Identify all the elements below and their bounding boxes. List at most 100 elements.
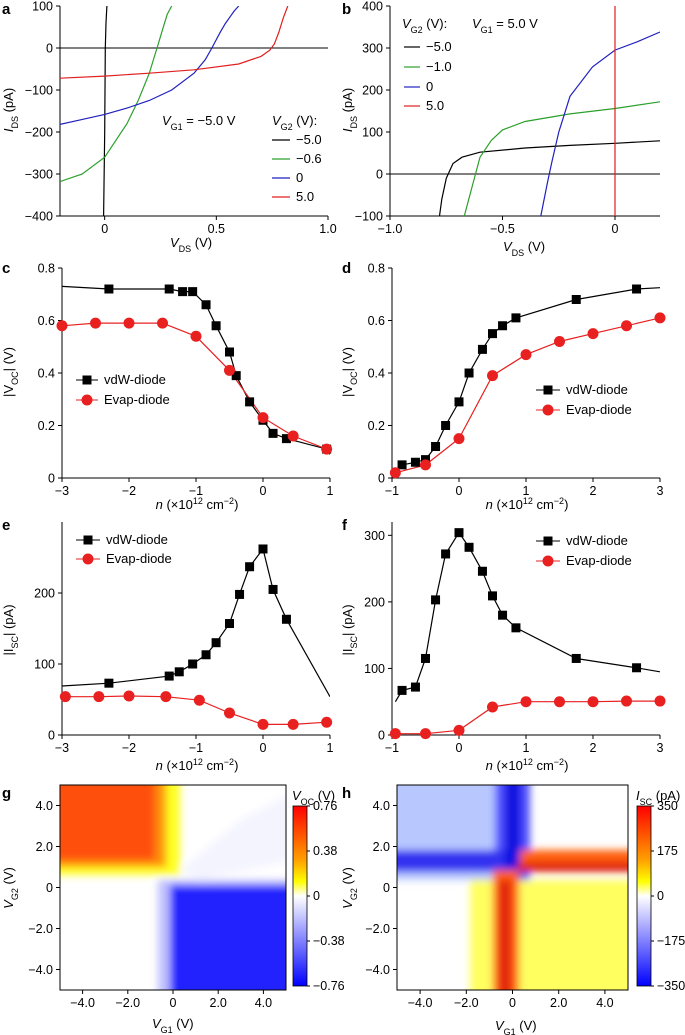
data-point-d-0-9 <box>498 321 508 331</box>
x-tick-label-f-3: 2 <box>590 741 597 755</box>
legend-e-label-1: Evap-diode <box>106 551 172 566</box>
y-tick-label-e-1: 100 <box>34 658 55 672</box>
series-line-c-0 <box>62 285 330 455</box>
xlabel-d: n (×1012 cm−2) <box>486 496 569 512</box>
data-point-e-0-2 <box>174 667 184 677</box>
legend-f-marker-0 <box>543 536 553 546</box>
ylabel-h: VG2 (V) <box>340 867 359 909</box>
data-point-c-0-6 <box>225 347 234 357</box>
heatmap-g-diagonal <box>180 795 286 880</box>
data-point-e-1-7 <box>287 718 299 730</box>
ylabel-f: |ISC| (pA) <box>340 604 359 655</box>
data-point-f-0-12 <box>632 663 642 673</box>
data-point-d-0-0 <box>397 460 407 470</box>
legend-a-label-3: 5.0 <box>296 189 314 204</box>
y-tick-label-e-2: 0 <box>48 729 55 743</box>
x-tick-label-e-2: −1 <box>189 741 203 755</box>
x-tick-label-a-2: 1.0 <box>319 222 336 236</box>
data-point-f-1-8 <box>654 695 666 707</box>
xlabel-b: VDS (V) <box>503 239 545 258</box>
data-point-e-1-2 <box>123 690 135 702</box>
legend-d-marker-0 <box>543 385 553 395</box>
x-tick-label-h-4: 4.0 <box>596 996 613 1010</box>
data-point-c-0-5 <box>211 321 221 331</box>
y-tick-label-f-0: 300 <box>364 529 385 543</box>
legend-b-label-3: 5.0 <box>426 98 444 113</box>
data-point-d-1-7 <box>621 320 632 332</box>
y-tick-label-c-0: 0.8 <box>38 262 55 276</box>
axes-g: −4.0 −2.0 0 2.0 4.0 4.0 2.0 0 −2.0 −4.0 <box>28 799 272 1010</box>
heatmap-g <box>60 785 286 990</box>
y-tick-label-g-0: 4.0 <box>36 799 53 813</box>
data-point-e-0-3 <box>188 659 198 669</box>
data-point-d-0-1 <box>410 457 420 467</box>
data-point-e-0-6 <box>225 619 234 629</box>
panel-letter-f: f <box>342 517 348 534</box>
legend-c-label-1: Evap-diode <box>104 392 170 407</box>
x-tick-label-c-4: 1 <box>327 484 334 498</box>
x-tick-label-d-4: 3 <box>657 484 664 498</box>
x-tick-label-e-3: 0 <box>260 741 267 755</box>
data-point-e-1-6 <box>257 718 269 730</box>
data-point-d-1-6 <box>587 328 599 340</box>
ylabel-e: |ISC| (pA) <box>1 604 20 655</box>
colorbar-tick-label-h-2: 0 <box>657 889 664 903</box>
y-tick-label-g-4: −4.0 <box>28 963 53 977</box>
legend-b-label-2: 0 <box>426 79 433 94</box>
data-point-d-1-0 <box>389 467 401 479</box>
data-point-c-1-0 <box>56 320 68 332</box>
ylabel-a: IDS (pA) <box>1 88 20 132</box>
colorbar-tick-label-h-0: 350 <box>657 799 678 813</box>
panel-a: a 0 0.5 1.0 100 0 −100 −200 −300 −400 VDS (V) ID… <box>1 0 337 254</box>
data-point-e-0-10 <box>268 584 278 594</box>
data-point-c-0-0 <box>104 284 114 294</box>
data-point-f-0-6 <box>464 542 474 552</box>
data-point-f-1-7 <box>621 695 632 707</box>
colorbar-tick-label-h-1: 175 <box>657 844 678 858</box>
y-tick-label-d-2: 0.4 <box>368 367 385 381</box>
data-point-f-0-3 <box>431 595 441 605</box>
heatmap-h-vertical-red-core <box>499 880 511 990</box>
x-tick-label-c-3: 0 <box>260 484 267 498</box>
series-line-e-1 <box>65 695 330 726</box>
series-line-b-0 <box>438 140 660 216</box>
data-point-f-0-4 <box>441 549 451 559</box>
x-tick-label-f-0: −1 <box>385 741 399 755</box>
data-point-c-1-7 <box>287 430 299 442</box>
data-point-d-0-3 <box>431 442 441 451</box>
x-tick-label-f-2: 1 <box>523 741 530 755</box>
colorbar-ticks-h: 350 175 0 −175 −350 <box>651 799 685 993</box>
y-tick-label-h-4: −4.0 <box>365 963 390 977</box>
data-point-d-0-12 <box>632 284 642 294</box>
panel-d: d −1 0 1 2 30.80.60.40.20 n (×1012 cm−2) |VO… <box>340 260 666 512</box>
plot-area-a <box>60 6 289 216</box>
legend-title-a: VG2 (V): <box>272 113 317 132</box>
data-point-c-1-1 <box>90 317 101 329</box>
y-tick-label-h-2: 0 <box>383 881 390 895</box>
panel-letter-g: g <box>2 785 11 802</box>
data-point-c-0-8 <box>245 397 255 407</box>
legend-b: −5.0 −1.0 0 5.0 <box>404 39 452 113</box>
data-point-d-0-8 <box>488 329 497 339</box>
y-tick-label-b-5: −100 <box>355 210 383 224</box>
heatmap-h-horizontal-red-core <box>518 862 628 872</box>
panel-g: g −4.0 −2.0 0 2.0 4.0 4.0 2.0 0 −2.0 −4.0 VOC (V)… <box>1 784 345 1035</box>
y-tick-label-d-1: 0.6 <box>368 314 385 328</box>
data-point-e-0-5 <box>211 638 221 648</box>
x-tick-label-h-2: 0 <box>509 996 516 1010</box>
x-tick-label-g-1: −2.0 <box>115 996 140 1010</box>
data-point-f-1-1 <box>420 728 431 740</box>
data-point-c-0-4 <box>201 300 211 310</box>
data-point-d-0-4 <box>441 421 451 430</box>
y-tick-label-c-4: 0 <box>48 472 55 486</box>
plot-a: 0 0.5 1.0 100 0 −100 −200 −300 −400 <box>25 0 337 236</box>
series-line-b-2 <box>540 31 660 216</box>
plot-area-b <box>438 6 660 216</box>
y-tick-label-e-0: 200 <box>34 587 55 601</box>
legend-a-label-2: 0 <box>296 170 303 185</box>
series-line-c-1 <box>62 322 330 453</box>
x-tick-label-d-1: 0 <box>456 484 463 498</box>
data-point-e-0-11 <box>281 614 291 624</box>
